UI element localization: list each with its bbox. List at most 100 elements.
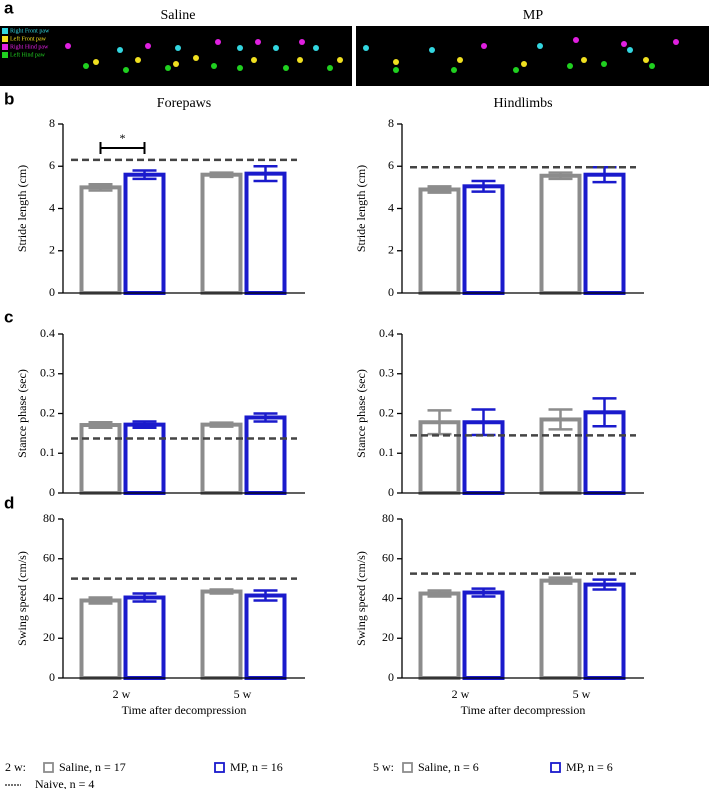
- error-bar: [132, 420, 157, 430]
- panel-label: b: [4, 89, 14, 108]
- bar: [79, 185, 122, 295]
- chart-title: Hindlimbs: [493, 96, 552, 111]
- bar: [79, 598, 122, 680]
- x-tick-label: 5 w: [573, 687, 591, 701]
- y-tick-label: 4: [388, 200, 394, 214]
- bar: [123, 595, 166, 680]
- bar: [418, 187, 461, 295]
- error-bar: [209, 421, 234, 428]
- legend-group-label: 5 w:: [373, 760, 394, 774]
- bar: [200, 172, 243, 295]
- y-tick-label: 0.1: [379, 445, 394, 459]
- x-tick-label: 5 w: [234, 687, 252, 701]
- bar: [244, 415, 287, 496]
- legend-text: Left Front paw: [10, 35, 47, 42]
- y-tick-label: 0.3: [379, 366, 394, 380]
- y-tick-label: 4: [49, 200, 55, 214]
- error-bar: [253, 412, 278, 423]
- y-tick-label: 6: [49, 158, 55, 172]
- legend-swatch: [550, 762, 561, 773]
- error-bar: [471, 587, 496, 598]
- bar: [79, 423, 122, 495]
- legend-swatch: [2, 44, 8, 50]
- x-tick-label: 2 w: [113, 687, 131, 701]
- error-bar: [209, 588, 234, 595]
- legend-text: Saline, n = 6: [418, 760, 479, 774]
- y-tick-label: 20: [382, 630, 394, 644]
- bar: [583, 172, 626, 295]
- y-axis-title: Stride length (cm): [354, 165, 368, 252]
- y-axis-title: Stride length (cm): [15, 165, 29, 252]
- y-tick-label: 0.4: [379, 326, 394, 340]
- bar: [462, 184, 505, 296]
- y-tick-label: 60: [43, 551, 55, 565]
- image-saline: [0, 26, 352, 86]
- y-tick-label: 6: [388, 158, 394, 172]
- error-bar: [132, 169, 157, 181]
- panel-label: a: [4, 0, 14, 17]
- y-tick-label: 20: [43, 630, 55, 644]
- bar: [583, 582, 626, 681]
- error-bar: [253, 165, 278, 183]
- y-axis-title: Swing speed (cm/s): [15, 551, 29, 646]
- paw-prints: [65, 37, 679, 73]
- bar: [539, 578, 582, 680]
- y-tick-label: 40: [43, 590, 55, 604]
- y-tick-label: 80: [382, 511, 394, 525]
- y-tick-label: 0.4: [40, 326, 55, 340]
- legend-swatch: [2, 52, 8, 58]
- y-tick-label: 40: [382, 590, 394, 604]
- y-tick-label: 0: [49, 285, 55, 299]
- legend-swatch: [2, 28, 8, 34]
- y-axis-title: Stance phase (sec): [354, 369, 368, 458]
- x-axis-title: Time after decompression: [461, 703, 586, 717]
- error-bar: [548, 408, 573, 431]
- charts: Forepaws Stride length (cm) 0 2 4 6 8 * Hindlimb…: [15, 96, 644, 717]
- legend-swatch: [43, 762, 54, 773]
- y-tick-label: 0.2: [379, 405, 394, 419]
- bar: [200, 422, 243, 496]
- error-bar: [209, 171, 234, 179]
- y-axis-title: Stance phase (sec): [15, 369, 29, 458]
- bar: [244, 171, 287, 295]
- legend-text: Saline, n = 17: [59, 760, 126, 774]
- error-bar: [132, 592, 157, 603]
- y-tick-label: 8: [49, 116, 55, 130]
- error-bar: [88, 182, 113, 192]
- panel-label: c: [4, 307, 13, 326]
- error-bar: [592, 397, 617, 428]
- image-mp: [356, 26, 709, 86]
- bar: [462, 590, 505, 680]
- legend-text: MP, n = 6: [566, 760, 613, 774]
- error-bar: [253, 589, 278, 602]
- legend-swatch: [214, 762, 225, 773]
- error-bar: [427, 185, 452, 194]
- y-tick-label: 60: [382, 551, 394, 565]
- error-bar: [548, 171, 573, 181]
- bar: [539, 173, 582, 296]
- bar: [123, 172, 166, 295]
- y-tick-label: 2: [388, 243, 394, 257]
- legend-text: Naive, n = 4: [35, 777, 94, 789]
- y-tick-label: 80: [43, 511, 55, 525]
- bar: [200, 589, 243, 681]
- legend-swatch: [2, 36, 8, 42]
- image-title: MP: [523, 8, 543, 23]
- chart-title: Forepaws: [157, 96, 211, 111]
- legend-group-label: 2 w:: [5, 760, 26, 774]
- error-bar: [592, 578, 617, 591]
- y-tick-label: 0.2: [40, 405, 55, 419]
- y-tick-label: 2: [49, 243, 55, 257]
- legend-text: MP, n = 16: [230, 760, 283, 774]
- legend-swatch: [402, 762, 413, 773]
- bar: [244, 593, 287, 680]
- error-bar: [427, 589, 452, 598]
- y-tick-label: 8: [388, 116, 394, 130]
- bar: [123, 422, 166, 496]
- y-tick-label: 0.1: [40, 445, 55, 459]
- legend: 2 w: Saline, n = 17 MP, n = 16 5 w: Saline, …: [5, 760, 613, 789]
- x-tick-label: 2 w: [452, 687, 470, 701]
- error-bar: [471, 179, 496, 193]
- y-tick-label: 0: [388, 485, 394, 499]
